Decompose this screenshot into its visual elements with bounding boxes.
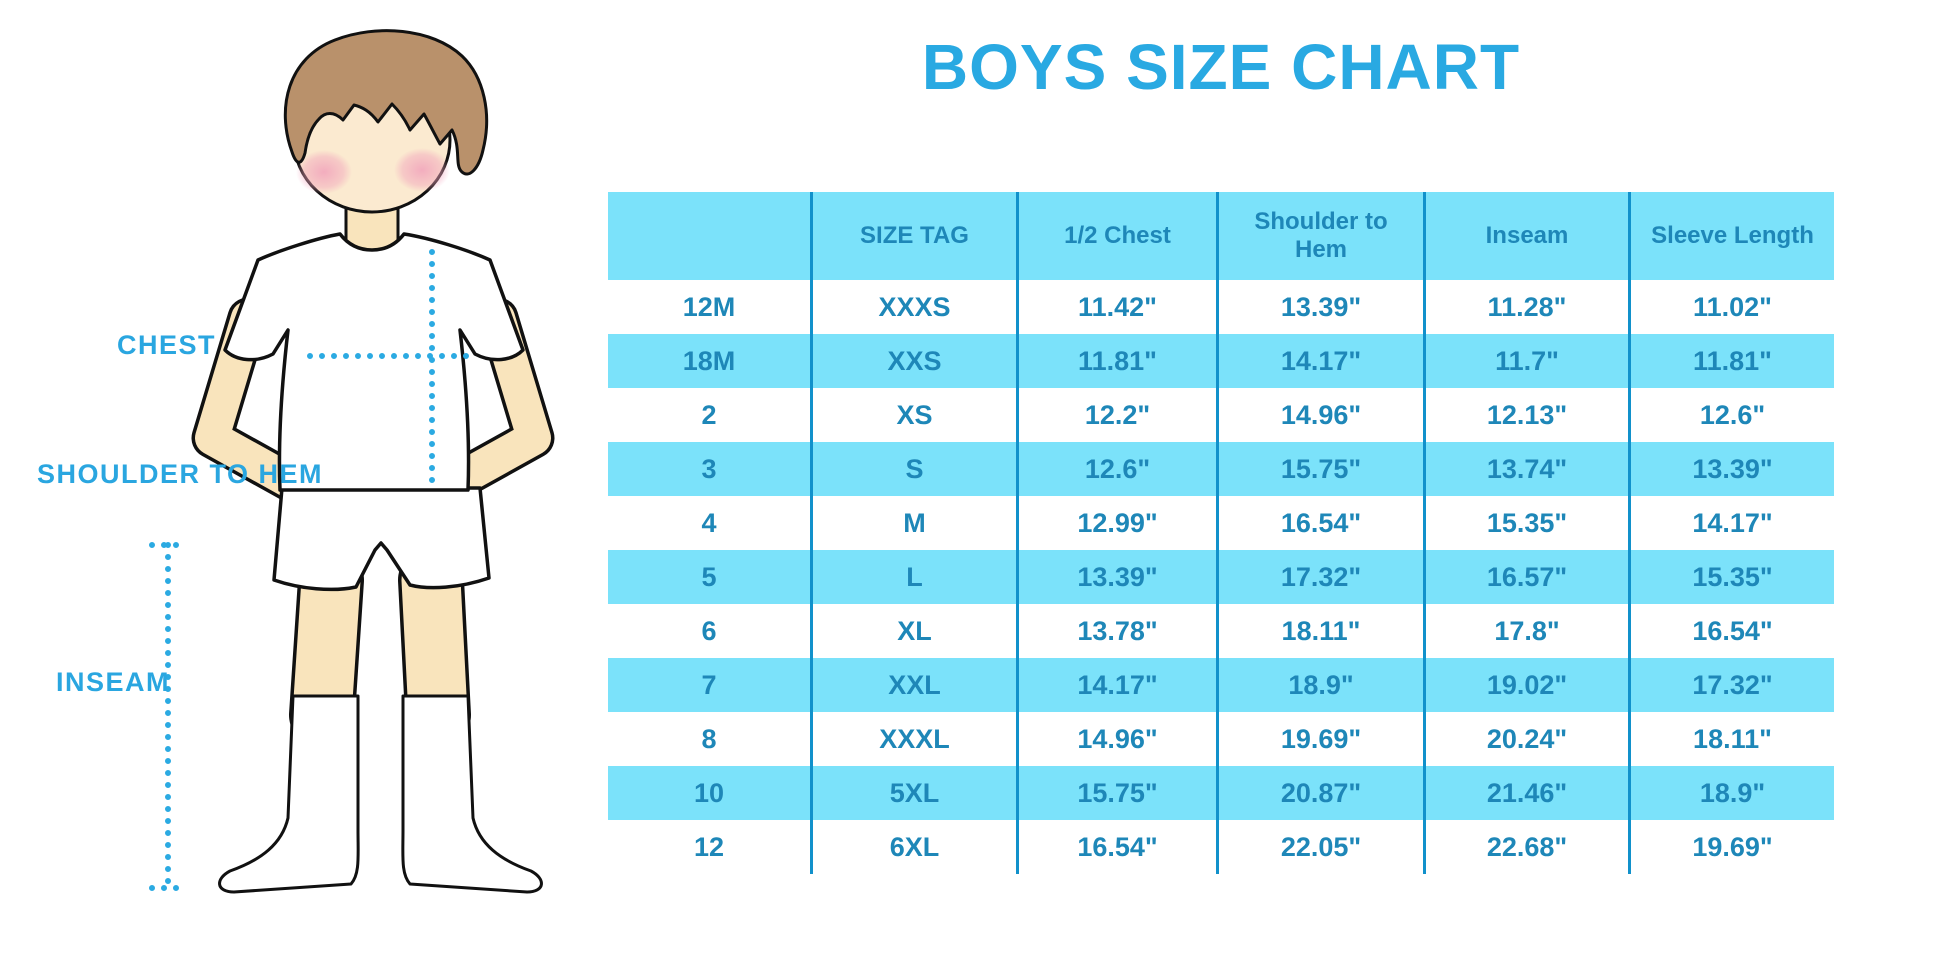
- table-row: 10 5XL 15.75" 20.87" 21.46" 18.9": [608, 766, 1834, 820]
- column-header: Sleeve Length: [1651, 222, 1814, 250]
- size-table: SIZE TAG 1/2 Chest Shoulder to Hem Inseam Sl…: [608, 192, 1834, 874]
- column-header: SIZE TAG: [813, 192, 1019, 280]
- measurement-cell: 11.7": [1426, 334, 1631, 388]
- inseam-label: INSEAM: [56, 667, 171, 697]
- measurement-cell: 11.42": [1019, 280, 1219, 334]
- measurement-cell: 11.28": [1426, 280, 1631, 334]
- size-label-cell: 12: [608, 820, 813, 874]
- left-sock: [218, 694, 360, 894]
- t-shirt: [223, 232, 525, 492]
- table-row: 7 XXL 14.17" 18.9" 19.02" 17.32": [608, 658, 1834, 712]
- measurement-cell: 11.81": [1019, 334, 1219, 388]
- corner-header-cell: [608, 192, 813, 280]
- measurement-cell: XS: [813, 388, 1019, 442]
- measurement-cell: 18.9": [1699, 777, 1766, 808]
- measurement-cell: 14.17": [1019, 658, 1219, 712]
- measurement-cell: 16.54": [1019, 820, 1219, 874]
- measurement-cell: L: [813, 550, 1019, 604]
- measurement-cell: 14.96": [1019, 712, 1219, 766]
- measurement-cell: 15.35": [1692, 561, 1773, 592]
- size-label-cell: 5: [608, 550, 813, 604]
- measurement-cell: 11.02": [1693, 291, 1772, 322]
- measurement-cell: 15.75": [1219, 442, 1426, 496]
- left-cheek: [296, 150, 352, 194]
- measurement-cell: 13.78": [1019, 604, 1219, 658]
- measurement-cell: 17.32": [1692, 669, 1773, 700]
- size-label-cell: 10: [608, 766, 813, 820]
- column-header: Inseam: [1426, 192, 1631, 280]
- measurement-cell: 18.11": [1693, 723, 1772, 754]
- size-label-cell: 6: [608, 604, 813, 658]
- measurement-cell: 16.57": [1426, 550, 1631, 604]
- measurement-cell: 13.39": [1219, 280, 1426, 334]
- measurement-cell: 14.17": [1219, 334, 1426, 388]
- measurement-cell: XXL: [813, 658, 1019, 712]
- right-cheek: [394, 148, 450, 192]
- table-row: 12 6XL 16.54" 22.05" 22.68" 19.69": [608, 820, 1834, 874]
- shoulder-to-hem-label: SHOULDER TO HEM: [37, 459, 324, 489]
- measurement-cell: 12.6": [1699, 399, 1766, 430]
- measurement-cell: 15.35": [1426, 496, 1631, 550]
- table-row: 18M XXS 11.81" 14.17" 11.7" 11.81": [608, 334, 1834, 388]
- table-row: 12M XXXS 11.42" 13.39" 11.28" 11.02": [608, 280, 1834, 334]
- shorts: [272, 486, 491, 592]
- measurement-cell: 22.05": [1219, 820, 1426, 874]
- measurement-cell: 19.69": [1692, 831, 1773, 862]
- measurement-cell: M: [813, 496, 1019, 550]
- table-body: 12M XXXS 11.42" 13.39" 11.28" 11.02" 18M XXS 11.…: [608, 280, 1834, 874]
- measurement-cell: 6XL: [813, 820, 1019, 874]
- table-row: 3 S 12.6" 15.75" 13.74" 13.39": [608, 442, 1834, 496]
- measurement-cell: 12.99": [1019, 496, 1219, 550]
- measurement-cell: 15.75": [1019, 766, 1219, 820]
- size-label-cell: 12M: [608, 280, 813, 334]
- measurement-cell: 16.54": [1692, 615, 1773, 646]
- table-header-row: SIZE TAG 1/2 Chest Shoulder to Hem Inseam Sl…: [608, 192, 1834, 280]
- page-title: BOYS SIZE CHART: [921, 31, 1521, 103]
- measurement-cell: 14.96": [1219, 388, 1426, 442]
- measurement-cell: XXXL: [813, 712, 1019, 766]
- boy-illustration: [149, 29, 555, 894]
- size-label-cell: 18M: [608, 334, 813, 388]
- measurement-cell: 11.81": [1693, 345, 1772, 376]
- table-row: 5 L 13.39" 17.32" 16.57" 15.35": [608, 550, 1834, 604]
- measurement-cell: 19.69": [1219, 712, 1426, 766]
- column-header: Shoulder to Hem: [1219, 192, 1426, 280]
- measurement-cell: 21.46": [1426, 766, 1631, 820]
- measurement-cell: 16.54": [1219, 496, 1426, 550]
- measurement-cell: XXXS: [813, 280, 1019, 334]
- measurement-cell: 13.39": [1019, 550, 1219, 604]
- chest-label: CHEST: [117, 330, 217, 360]
- measurement-cell: 13.39": [1692, 453, 1773, 484]
- measurement-cell: 14.17": [1692, 507, 1773, 538]
- measurement-cell: 20.24": [1426, 712, 1631, 766]
- measurement-cell: 13.74": [1426, 442, 1631, 496]
- measurement-cell: 20.87": [1219, 766, 1426, 820]
- measurement-cell: 17.32": [1219, 550, 1426, 604]
- table-row: 2 XS 12.2" 14.96" 12.13" 12.6": [608, 388, 1834, 442]
- size-label-cell: 3: [608, 442, 813, 496]
- size-label-cell: 7: [608, 658, 813, 712]
- size-label-cell: 4: [608, 496, 813, 550]
- measurement-cell: 17.8": [1426, 604, 1631, 658]
- size-label-cell: 8: [608, 712, 813, 766]
- measurement-cell: 5XL: [813, 766, 1019, 820]
- measurement-cell: 18.9": [1219, 658, 1426, 712]
- measurement-cell: 12.2": [1019, 388, 1219, 442]
- measurement-cell: S: [813, 442, 1019, 496]
- table-row: 4 M 12.99" 16.54" 15.35" 14.17": [608, 496, 1834, 550]
- measurement-cell: 22.68": [1426, 820, 1631, 874]
- table-row: 6 XL 13.78" 18.11" 17.8" 16.54": [608, 604, 1834, 658]
- measurement-cell: 12.13": [1426, 388, 1631, 442]
- right-sock: [401, 694, 543, 894]
- table-row: 8 XXXL 14.96" 19.69" 20.24" 18.11": [608, 712, 1834, 766]
- measurement-cell: 19.02": [1426, 658, 1631, 712]
- measurement-cell: 18.11": [1219, 604, 1426, 658]
- measurement-cell: XL: [813, 604, 1019, 658]
- size-label-cell: 2: [608, 388, 813, 442]
- measurement-cell: 12.6": [1019, 442, 1219, 496]
- measurement-cell: XXS: [813, 334, 1019, 388]
- hair: [283, 29, 489, 176]
- column-header: 1/2 Chest: [1019, 192, 1219, 280]
